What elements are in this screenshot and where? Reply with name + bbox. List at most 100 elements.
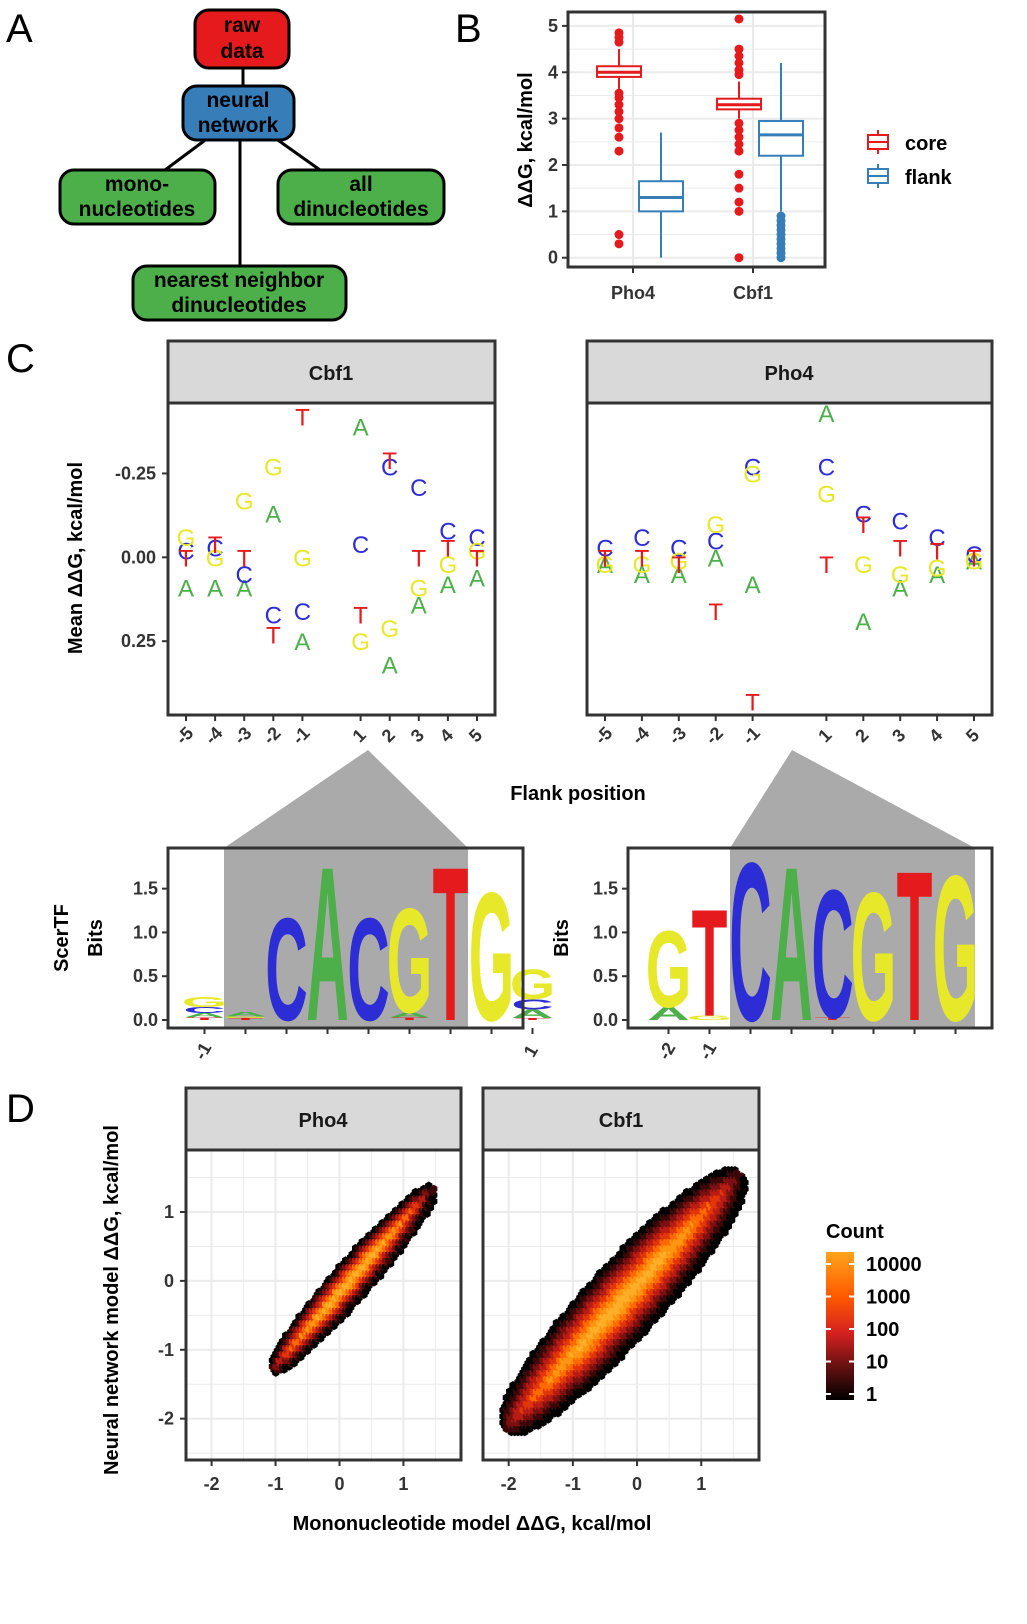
base-point-A: A bbox=[929, 562, 945, 589]
logo-row-label: ScerTF bbox=[51, 904, 73, 972]
outlier-point bbox=[734, 118, 744, 128]
base-point-T: T bbox=[967, 545, 982, 572]
base-point-T: T bbox=[353, 602, 368, 629]
base-point-T: T bbox=[179, 545, 194, 572]
node-neural-network-line2: network bbox=[198, 114, 279, 137]
logo-letter-T: T bbox=[692, 877, 728, 1049]
x-tick-label: 1 bbox=[398, 1474, 408, 1494]
hexbin-facet-pho4 bbox=[186, 1150, 461, 1460]
outlier-point bbox=[614, 114, 624, 124]
base-point-C: C bbox=[381, 455, 398, 482]
base-point-G: G bbox=[380, 616, 399, 643]
base-point-C: C bbox=[410, 475, 427, 502]
base-point-T: T bbox=[237, 545, 252, 572]
base-point-A: A bbox=[855, 609, 871, 636]
x-tick-label: 0 bbox=[334, 1474, 344, 1494]
y-tick-label: -2 bbox=[158, 1409, 174, 1429]
boxplot-frame bbox=[566, 10, 827, 269]
node-all-dinucleotides-line1: all bbox=[349, 173, 372, 196]
node-neural-network-line1: neural bbox=[206, 89, 269, 112]
hexbin-panel: Pho4 Cbf1 -2 -1 0 1 -2 -1 0 1 -2 -1 0 1 Neural net… bbox=[101, 1086, 922, 1535]
node-nearest-neighbor-line1: nearest neighbor bbox=[154, 269, 324, 292]
logo-y-axis-label-pho4: Bits bbox=[551, 919, 573, 957]
base-point-A: A bbox=[353, 414, 369, 441]
base-point-T: T bbox=[893, 535, 908, 562]
base-point-T: T bbox=[598, 545, 613, 572]
hexbin-x-ticks: -2 -1 0 1 -2 -1 0 1 bbox=[204, 1460, 706, 1494]
logo-highlight-pho4 bbox=[730, 848, 975, 1028]
base-point-C: C bbox=[596, 535, 613, 562]
x-tick-label: 3 bbox=[407, 725, 428, 746]
zoom-connector-cbf1 bbox=[224, 750, 468, 848]
base-point-C: C bbox=[855, 502, 872, 529]
base-point-C: C bbox=[352, 532, 369, 559]
box-core-cbf1 bbox=[716, 14, 762, 263]
logo-letter-C: C bbox=[347, 887, 389, 1051]
node-all-dinucleotides-line2: dinucleotides bbox=[293, 198, 428, 221]
base-point-C: C bbox=[633, 525, 650, 552]
logo-y-tick-label: 0.5 bbox=[593, 966, 618, 986]
base-point-G: G bbox=[596, 552, 615, 579]
x-tick-label: -3 bbox=[665, 723, 690, 748]
base-point-T: T bbox=[745, 690, 760, 717]
base-point-A: A bbox=[207, 576, 223, 603]
x-tick-label: -1 bbox=[288, 723, 313, 748]
logo-highlight-cbf1 bbox=[224, 848, 468, 1028]
base-point-C: C bbox=[177, 539, 194, 566]
y-tick-label: 0 bbox=[164, 1271, 174, 1291]
flank-y-ticks: -0.25 0.00 0.25 bbox=[115, 463, 168, 651]
y-tick-label: -0.25 bbox=[115, 463, 156, 483]
outlier-point bbox=[614, 146, 624, 156]
panel-label-c: C bbox=[6, 337, 35, 381]
boxplot-x-ticks: Pho4 Cbf1 bbox=[611, 267, 773, 303]
logo-letter-T: T bbox=[228, 1018, 264, 1021]
x-tick-label: 4 bbox=[925, 725, 946, 746]
x-tick-label: -1 bbox=[738, 723, 763, 748]
y-tick-label: 0 bbox=[548, 248, 558, 268]
legend-label-flank: flank bbox=[905, 167, 953, 189]
outlier-point bbox=[614, 239, 624, 249]
base-point-A: A bbox=[634, 562, 650, 589]
base-point-A: A bbox=[745, 572, 761, 599]
base-point-G: G bbox=[669, 549, 688, 576]
hexbin-y-axis-label: Neural network model ΔΔG, kcal/mol bbox=[101, 1125, 123, 1475]
base-point-G: G bbox=[817, 482, 836, 509]
base-point-A: A bbox=[178, 576, 194, 603]
logo-letter-A: A bbox=[647, 1004, 689, 1024]
facet-title-pho4: Pho4 bbox=[765, 363, 815, 385]
x-tick-label: 3 bbox=[888, 725, 909, 746]
outlier-point bbox=[614, 123, 624, 133]
node-raw-data bbox=[193, 8, 291, 70]
base-point-T: T bbox=[208, 532, 223, 559]
legend-key-core bbox=[867, 130, 889, 154]
y-tick-label: 5 bbox=[548, 16, 558, 36]
outlier-point bbox=[734, 51, 744, 61]
x-tick-label: 4 bbox=[436, 725, 457, 746]
outlier-point bbox=[734, 125, 744, 135]
node-neural-network bbox=[181, 84, 296, 142]
base-point-A: A bbox=[294, 629, 310, 656]
x-tick-label: -4 bbox=[628, 723, 653, 748]
flank-x-ticks: -5 -4 -3 -2 -1 1 2 3 4 5 -5 -4 -3 -2 -1 1 2 3 4 5 bbox=[172, 715, 983, 748]
base-point-G: G bbox=[965, 549, 984, 576]
x-tick-label: Cbf1 bbox=[733, 283, 773, 303]
box-body bbox=[758, 119, 804, 157]
logo-y-tick-label: 1.0 bbox=[593, 922, 618, 942]
base-point-G: G bbox=[743, 461, 762, 488]
base-point-C: C bbox=[965, 542, 982, 569]
boxplot-panel: 0 1 2 3 4 5 Pho4 Cbf1 ΔΔG, kcal/mol core flank bbox=[515, 10, 953, 303]
logo-letter-G: G bbox=[646, 907, 692, 1031]
x-tick-label: 5 bbox=[962, 725, 983, 746]
node-raw-data-line1: raw bbox=[224, 14, 261, 37]
outlier-point bbox=[734, 169, 744, 179]
hexbin-cell bbox=[739, 1175, 747, 1184]
hexbin-facet-cbf1 bbox=[483, 1150, 759, 1460]
logo-letter-G: G bbox=[687, 1014, 733, 1021]
base-point-C: C bbox=[928, 525, 945, 552]
count-legend-label: 1 bbox=[866, 1384, 877, 1406]
base-point-A: A bbox=[382, 653, 398, 680]
model-diagram: raw data neural network mono- nucleotide… bbox=[58, 8, 446, 322]
count-legend: Count 10000 1000 100 10 1 bbox=[826, 1221, 922, 1406]
